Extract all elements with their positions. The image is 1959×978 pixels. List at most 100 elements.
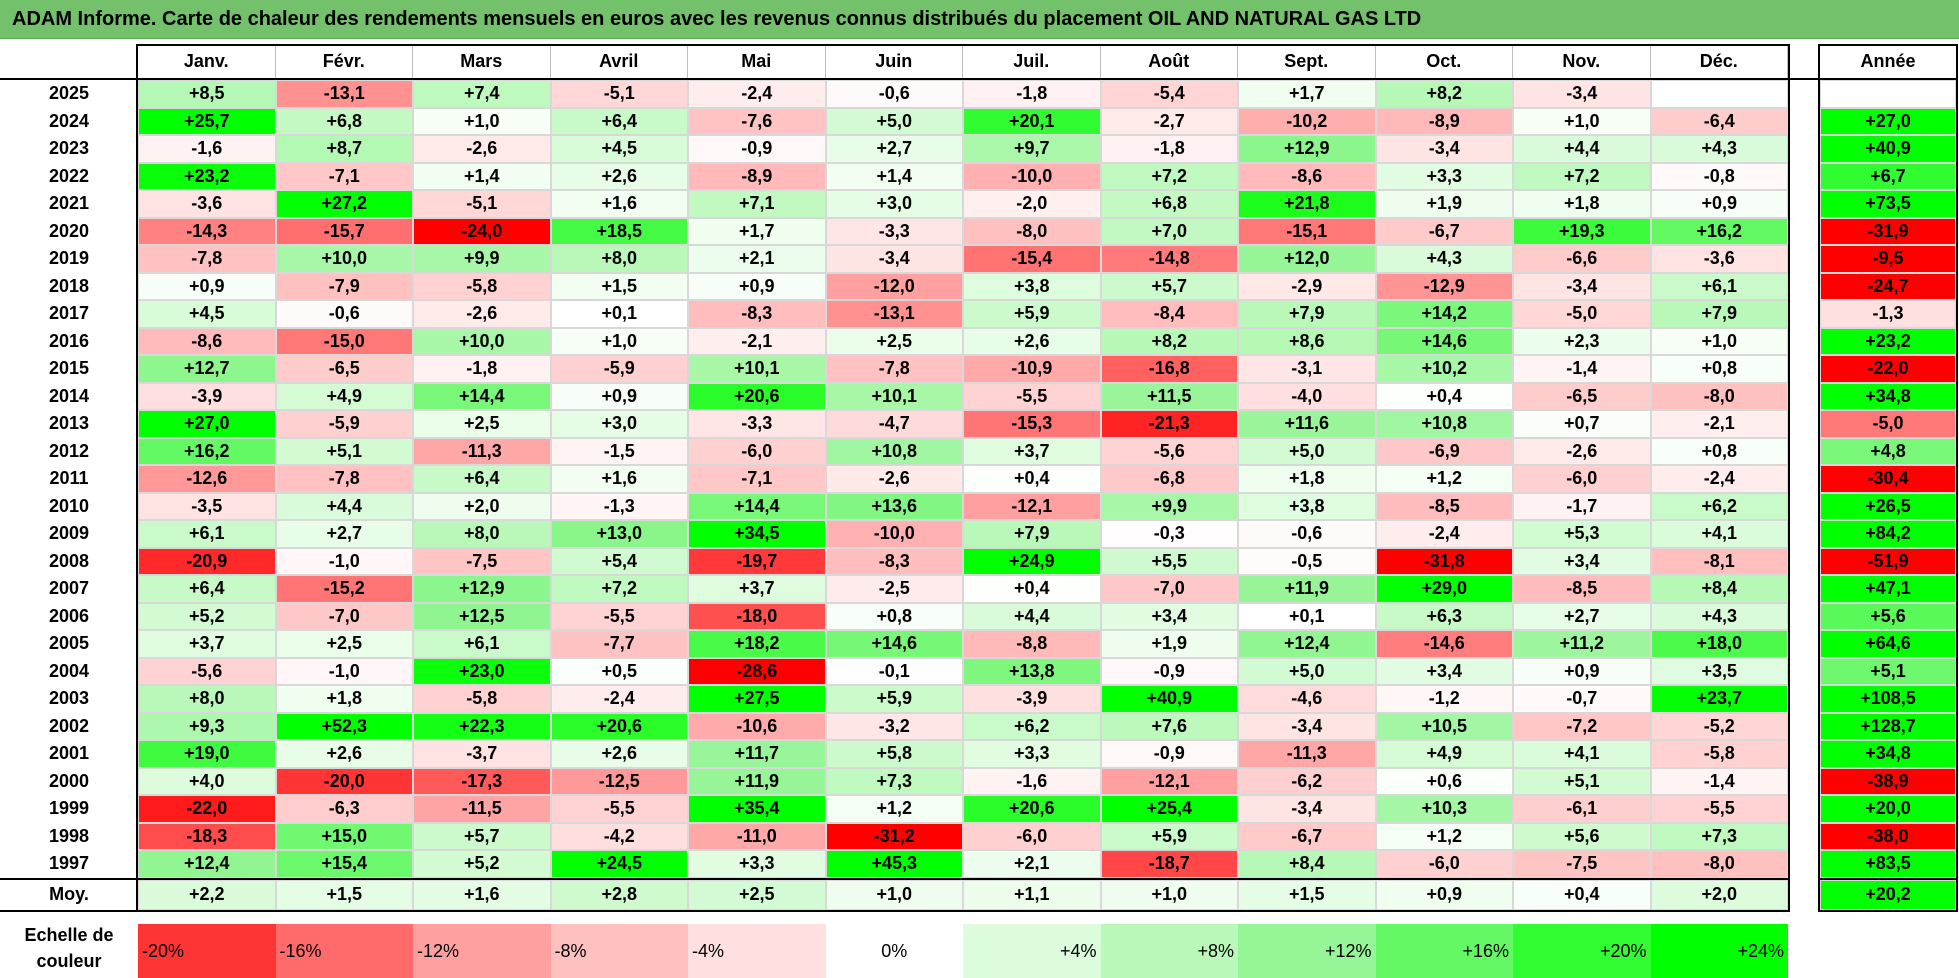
heatmap-cell: +1,0 <box>413 107 551 135</box>
heatmap-cell: +9,3 <box>138 712 276 740</box>
annual-cell: +47,1 <box>1820 575 1956 603</box>
heatmap-cell: -1,2 <box>1375 685 1513 713</box>
heatmap-cell: +2,1 <box>963 850 1101 878</box>
heatmap-cell: +0,4 <box>963 465 1101 493</box>
heatmap-cell: -2,6 <box>413 300 551 328</box>
heatmap-cell: +11,6 <box>1238 410 1376 438</box>
heatmap-cell: -13,1 <box>275 80 413 108</box>
heatmap-cell: -2,6 <box>1513 437 1651 465</box>
heatmap-cell: +0,6 <box>1375 767 1513 795</box>
row-year-label: 2008 <box>48 550 90 571</box>
heatmap-cell: +4,1 <box>1650 520 1788 548</box>
row-year-label: 2001 <box>48 743 90 764</box>
heatmap-cell: -7,8 <box>138 245 276 273</box>
heatmap-cell: -5,6 <box>1100 437 1238 465</box>
heatmap-cell: +15,4 <box>275 850 413 878</box>
heatmap-cell: +23,2 <box>138 162 276 190</box>
heatmap-cell: +6,8 <box>1100 190 1238 218</box>
heatmap-cell: +27,0 <box>138 410 276 438</box>
heatmap-cell: +3,8 <box>963 272 1101 300</box>
annual-cell: +34,8 <box>1820 382 1956 410</box>
row-year-label: 2005 <box>48 633 90 654</box>
heatmap-cell: +3,7 <box>963 437 1101 465</box>
column-header: Oct. <box>1376 44 1513 78</box>
heatmap-cell: +10,5 <box>1375 712 1513 740</box>
heatmap-cell: +11,9 <box>1238 575 1376 603</box>
heatmap-cell: +5,0 <box>1238 657 1376 685</box>
row-year-label: 2006 <box>48 605 90 626</box>
heatmap-cell: +0,8 <box>1650 437 1788 465</box>
legend-swatch: +20% <box>1513 924 1651 978</box>
heatmap-cell: +1,6 <box>550 190 688 218</box>
heatmap-cell: -0,6 <box>1238 520 1376 548</box>
heatmap-cell: +4,5 <box>138 300 276 328</box>
average-annual-cell: +20,2 <box>1820 879 1956 910</box>
heatmap-cell: +8,7 <box>275 135 413 163</box>
annual-cell: -1,3 <box>1820 300 1956 328</box>
heatmap-cell: +20,1 <box>963 107 1101 135</box>
column-header: Juin <box>826 44 963 78</box>
heatmap-cell: -2,4 <box>1375 520 1513 548</box>
heatmap-cell: +7,0 <box>1100 217 1238 245</box>
heatmap-cell: -4,0 <box>1238 382 1376 410</box>
heatmap-cell: +4,4 <box>275 492 413 520</box>
annual-cell: +5,6 <box>1820 602 1956 630</box>
heatmap-cell: -12,1 <box>963 492 1101 520</box>
heatmap-cell: -12,0 <box>825 272 963 300</box>
heatmap-cell: -6,0 <box>1513 465 1651 493</box>
legend-swatch: -20% <box>138 924 276 978</box>
heatmap-cell: +5,2 <box>413 850 551 878</box>
heatmap-cell: -8,3 <box>688 300 826 328</box>
heatmap-cell: -0,6 <box>825 80 963 108</box>
heatmap-cell: -1,4 <box>1650 767 1788 795</box>
heatmap-cell: +5,7 <box>1100 272 1238 300</box>
heatmap-cell: +1,0 <box>550 327 688 355</box>
heatmap-cell: -0,8 <box>1650 162 1788 190</box>
column-header: Nov. <box>1513 44 1651 78</box>
heatmap-cell: +6,1 <box>413 630 551 658</box>
heatmap-cell: +20,6 <box>550 712 688 740</box>
heatmap-cell: +6,3 <box>1375 602 1513 630</box>
heatmap-cell: +8,2 <box>1100 327 1238 355</box>
heatmap-cell: +11,7 <box>688 740 826 768</box>
heatmap-cell: -15,7 <box>275 217 413 245</box>
heatmap-cell: -5,6 <box>138 657 276 685</box>
row-year-label: 1999 <box>48 798 90 819</box>
heatmap-cell: +6,8 <box>275 107 413 135</box>
heatmap-cell: -1,8 <box>413 355 551 383</box>
heatmap-cell: +3,4 <box>1375 657 1513 685</box>
heatmap-cell: +0,9 <box>688 272 826 300</box>
annual-column-header: Année <box>1860 50 1916 71</box>
heatmap-cell: +0,8 <box>825 602 963 630</box>
heatmap-cell: -2,6 <box>825 465 963 493</box>
heatmap-cell: +0,4 <box>963 575 1101 603</box>
heatmap-cell: +5,8 <box>825 740 963 768</box>
heatmap-cell: -14,6 <box>1375 630 1513 658</box>
heatmap-cell: -5,2 <box>1650 712 1788 740</box>
heatmap-cell: +22,3 <box>413 712 551 740</box>
heatmap-cell: +3,5 <box>1650 657 1788 685</box>
heatmap-cell: +4,4 <box>1513 135 1651 163</box>
heatmap-cell: +1,5 <box>550 272 688 300</box>
heatmap-cell: -3,4 <box>1375 135 1513 163</box>
heatmap-cell: +19,0 <box>138 740 276 768</box>
heatmap-cell: +4,3 <box>1650 602 1788 630</box>
heatmap-cell: +24,9 <box>963 547 1101 575</box>
heatmap-cell: +1,9 <box>1375 190 1513 218</box>
heatmap-cell: -8,0 <box>1650 382 1788 410</box>
heatmap-cell: -10,2 <box>1238 107 1376 135</box>
heatmap-cell: +2,7 <box>275 520 413 548</box>
heatmap-cell: -6,2 <box>1238 767 1376 795</box>
heatmap-cell: -6,0 <box>1375 850 1513 878</box>
legend-swatch: 0% <box>825 924 963 978</box>
heatmap-cell: +1,4 <box>825 162 963 190</box>
heatmap-cell: +15,0 <box>275 822 413 850</box>
average-cell: +1,1 <box>963 879 1101 910</box>
heatmap-cell: +5,9 <box>963 300 1101 328</box>
heatmap-cell: -2,4 <box>550 685 688 713</box>
heatmap-cell: +21,8 <box>1238 190 1376 218</box>
heatmap-cell: +1,2 <box>1375 822 1513 850</box>
heatmap-cell: -14,8 <box>1100 245 1238 273</box>
heatmap-cell: +3,3 <box>1375 162 1513 190</box>
heatmap-cell: +3,4 <box>1513 547 1651 575</box>
